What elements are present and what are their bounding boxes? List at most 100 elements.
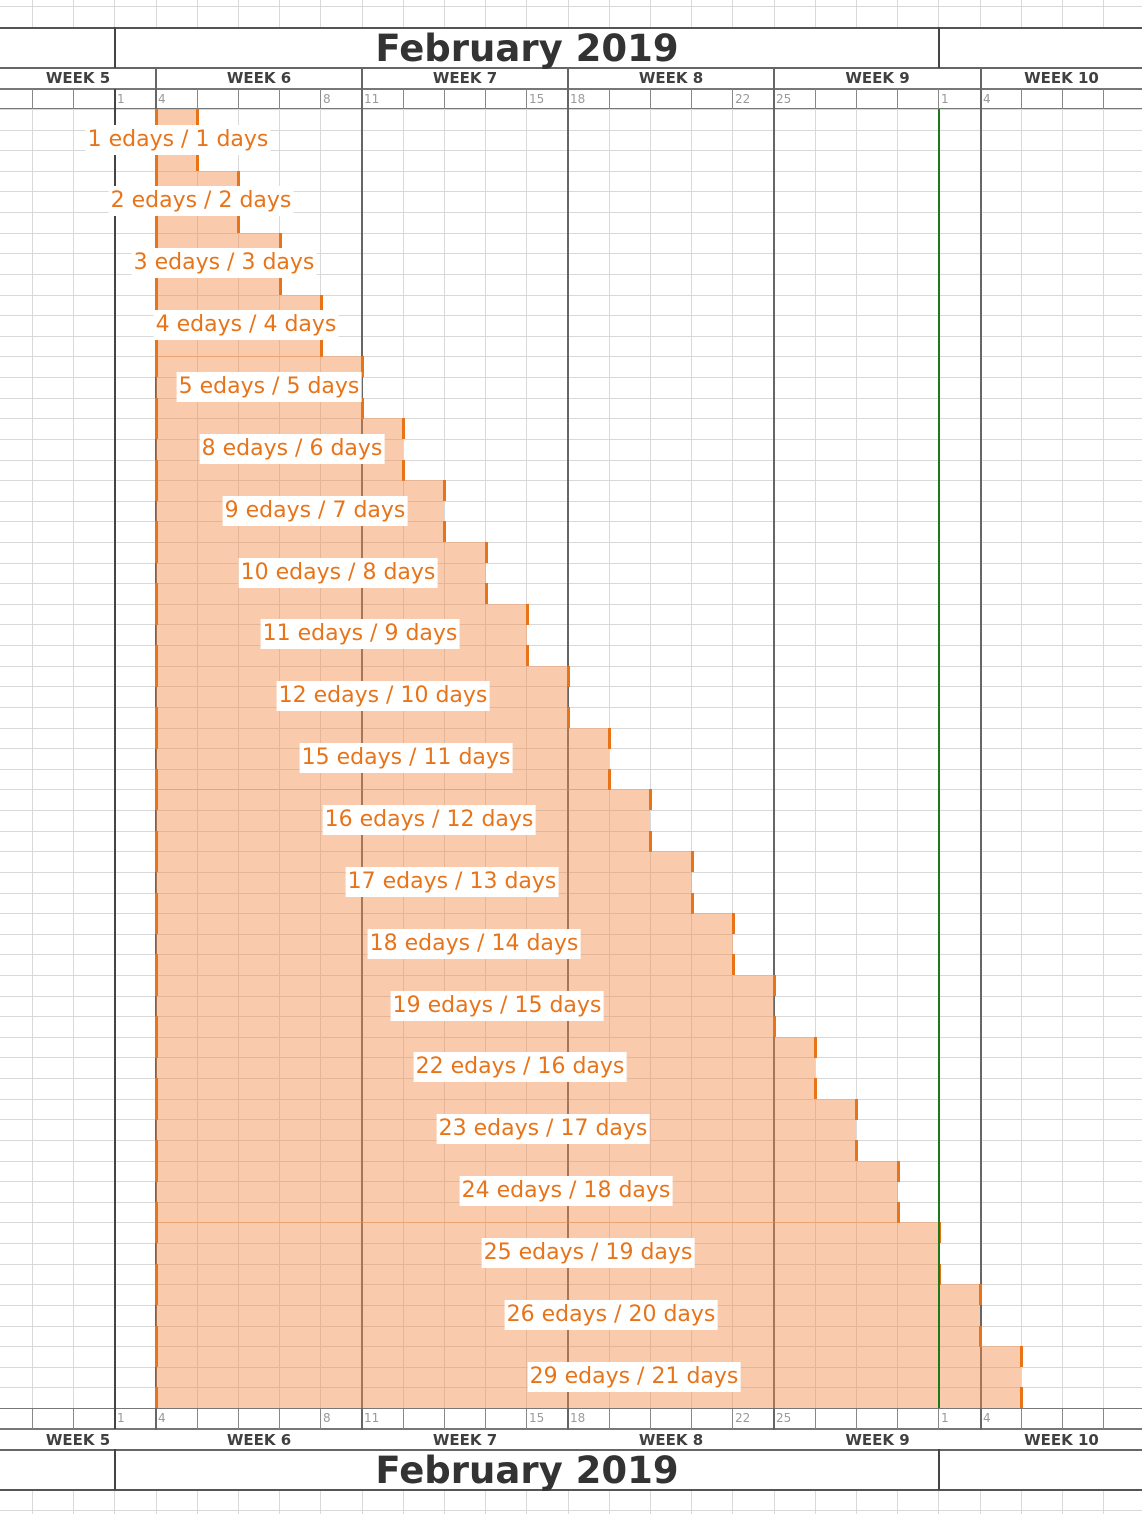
grid-row-line — [0, 130, 1142, 131]
header-border — [0, 108, 1142, 109]
bar-start-edge — [155, 954, 158, 975]
day-marker-footer: 25 — [776, 1411, 792, 1425]
week-label-9: WEEK 9 — [845, 69, 910, 87]
bar-start-edge — [155, 1037, 158, 1058]
grid-row-line — [0, 212, 1142, 213]
bar-label: 15 edays / 11 days — [299, 743, 513, 773]
day-tick — [485, 89, 486, 109]
grid-row-line — [0, 1510, 1142, 1511]
day-tick — [197, 89, 198, 109]
month-title-footer: February 2019 — [375, 1448, 679, 1492]
grid-row-line — [0, 542, 1142, 543]
bar-start-edge — [155, 1161, 158, 1182]
day-tick — [73, 89, 74, 109]
bar-label: 26 edays / 20 days — [504, 1300, 718, 1330]
header-border — [0, 1408, 1142, 1409]
grid-row-line — [0, 6, 1142, 7]
bar-start-edge — [155, 336, 158, 357]
bar-label: 25 edays / 19 days — [481, 1238, 695, 1268]
grid-row-line — [0, 418, 1142, 419]
grid-row-line — [0, 315, 1142, 316]
bar-start-edge — [155, 1140, 158, 1161]
week-label-10: WEEK 10 — [1024, 69, 1099, 87]
bar-start-edge — [155, 975, 158, 996]
day-tick — [856, 1409, 857, 1429]
bar-start-edge — [155, 109, 158, 130]
bar-start-edge — [155, 398, 158, 419]
grid-row-line — [0, 253, 1142, 254]
day-tick — [238, 89, 239, 109]
grid-col-line — [856, 0, 857, 1514]
grid-col-line — [650, 0, 651, 1514]
bar-start-edge — [155, 645, 158, 666]
header-border — [0, 1449, 1142, 1451]
bar-start-edge — [155, 212, 158, 233]
bar-end-edge — [567, 707, 570, 728]
day-tick — [650, 1409, 651, 1429]
header-border — [0, 27, 1142, 29]
grid-row-line — [0, 480, 1142, 481]
grid-row-line — [0, 851, 1142, 852]
day-marker: 1 — [117, 92, 125, 106]
bar-label: 17 edays / 13 days — [345, 867, 559, 897]
week-label-footer-10: WEEK 10 — [1024, 1431, 1099, 1449]
grid-row-line — [0, 1284, 1142, 1285]
day-tick — [32, 1409, 33, 1429]
day-tick — [609, 1409, 610, 1429]
bar-end-edge — [732, 913, 735, 934]
day-marker: 4 — [158, 92, 166, 106]
bar-end-edge — [979, 1284, 982, 1305]
day-tick — [815, 89, 816, 109]
grid-row-line — [0, 171, 1142, 172]
bar-label: 8 edays / 6 days — [199, 434, 385, 464]
bar-end-edge — [855, 1099, 858, 1120]
day-marker: 18 — [570, 92, 586, 106]
bar-end-edge — [361, 398, 364, 419]
bar-end-edge — [814, 1078, 817, 1099]
day-marker: 11 — [364, 92, 380, 106]
day-tick — [32, 89, 33, 109]
bar-label: 3 edays / 3 days — [131, 248, 317, 278]
bar-start-edge — [155, 1284, 158, 1305]
day-marker: 22 — [735, 92, 751, 106]
bar-end-edge — [649, 831, 652, 852]
bar-start-edge — [155, 1202, 158, 1223]
grid-row-line — [0, 1346, 1142, 1347]
day-marker-footer: 18 — [570, 1411, 586, 1425]
bar-label: 10 edays / 8 days — [238, 558, 438, 588]
day-tick — [1021, 1409, 1022, 1429]
bar-start-edge — [155, 1387, 158, 1408]
bar-end-edge — [402, 418, 405, 439]
week-label-footer-5: WEEK 5 — [45, 1431, 111, 1449]
day-tick — [691, 1409, 692, 1429]
grid-row-line — [0, 521, 1142, 522]
bar-end-edge — [855, 1140, 858, 1161]
bar-label: 12 edays / 10 days — [276, 681, 490, 711]
bar-start-edge — [155, 150, 158, 171]
grid-col-line — [238, 0, 239, 1514]
grid-row-line — [0, 274, 1142, 275]
day-marker: 25 — [776, 92, 792, 106]
bar-start-edge — [155, 913, 158, 934]
grid-col-line — [1062, 0, 1063, 1514]
bar-end-edge — [773, 1016, 776, 1037]
week-label-5: WEEK 5 — [45, 69, 111, 87]
grid-row-line — [0, 1099, 1142, 1100]
bar-start-edge — [155, 1346, 158, 1367]
bar-end-edge — [608, 728, 611, 749]
bar-end-edge — [196, 109, 199, 130]
grid-row-line — [0, 233, 1142, 234]
grid-row-line — [0, 893, 1142, 894]
bar-end-edge — [773, 975, 776, 996]
grid-row-line — [0, 150, 1142, 151]
bar-label: 24 edays / 18 days — [459, 1176, 673, 1206]
bar-end-edge — [320, 295, 323, 316]
bar-label: 19 edays / 15 days — [390, 991, 604, 1021]
grid-col-line — [897, 0, 898, 1514]
week-divider — [773, 68, 775, 1430]
grid-row-line — [0, 707, 1142, 708]
day-marker-footer: 15 — [529, 1411, 545, 1425]
bar-start-edge — [155, 893, 158, 914]
bar-start-edge — [155, 295, 158, 316]
